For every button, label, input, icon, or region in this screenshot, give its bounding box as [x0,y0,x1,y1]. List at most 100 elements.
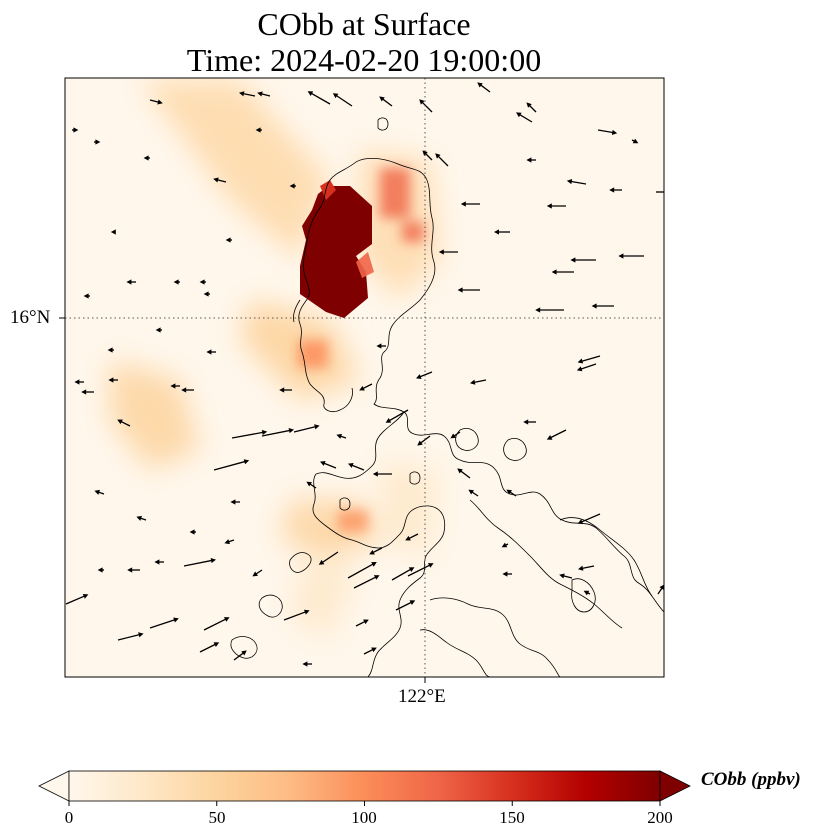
wind-arrow-shaft [350,464,365,471]
wind-arrow-head [213,177,219,183]
wind-arrow-head [460,201,466,207]
plume-south-faint [290,560,360,640]
wind-arrow-head [570,257,576,263]
wind-arrow-head [154,559,160,565]
wind-arrow-head [117,419,123,425]
wind-arrow-shaft [233,651,245,661]
wind-arrow-shaft [580,565,595,570]
colorbar-extend-min [38,770,70,802]
wind-arrow-head [578,565,584,571]
wind-arrow-head [450,433,457,439]
wind-arrow-head [577,358,584,364]
wind-arrow-shaft [569,180,587,185]
wind-arrow-head [457,287,463,293]
wind-arrow-head [288,428,294,434]
wind-arrow-head [94,489,100,495]
wind-arrow-head [126,279,132,285]
wind-arrow-head [73,127,79,133]
wind-arrow-head [371,647,377,653]
concentration-field [65,78,664,677]
wind-arrow-head [501,542,508,548]
wind-arrow-shaft [241,92,256,97]
coastline [230,117,664,677]
wind-arrow-head [203,291,209,297]
wind-arrow-head [417,440,423,446]
wind-arrow-head [566,179,573,185]
hotspot-edge-east [356,252,374,278]
wind-arrow-head [143,155,149,161]
wind-arrow-head [359,385,365,391]
wind-arrow-head [170,383,176,389]
wind-arrow-shaft [353,575,378,589]
wind-arrow-head [243,459,250,465]
wind-arrow-head [551,269,557,275]
wind-arrow-head [136,515,142,521]
wind-arrow-shaft [309,92,331,105]
wind-arrow-head [155,327,161,333]
wind-arrow-head [477,82,483,88]
wind-arrow-head [224,539,230,545]
wind-arrow-head [611,129,618,135]
wind-arrow-shaft [391,568,413,581]
wind-arrow-head [289,183,295,189]
wind-arrow-head [546,203,552,209]
wind-arrow-head [371,562,377,567]
wind-arrow-head [526,157,532,163]
wind-arrow-head [419,99,425,105]
wind-arrow-shaft [203,617,228,631]
wind-arrow-shaft [283,610,308,621]
wind-arrow-head [83,293,89,299]
wind-arrow-head [127,567,133,573]
wind-arrow-shaft [65,594,86,605]
wind-arrow-head [422,150,428,156]
wind-arrow-head [577,519,584,525]
wind-arrow-head [372,471,378,477]
wind-arrow-head [373,575,380,580]
wind-arrow-head [213,642,220,647]
wind-arrow-head [306,481,313,487]
wind-arrow-head [385,418,392,423]
wind-arrow-head [632,138,639,144]
wind-arrow-head [210,558,216,564]
colorbar-label: CObb (ppbv) [701,769,801,790]
wind-arrow-shaft [231,431,265,439]
wind-arrow-shaft [199,643,217,653]
colorbar-tick-label: 50 [208,808,226,827]
wind-arrow-shaft [322,462,337,469]
colorbar-tick-label: 0 [64,808,74,827]
wind-arrow-head [173,617,179,623]
wind-arrow-shaft [387,409,409,422]
wind-arrow-shaft [420,100,433,113]
wind-arrow-head [408,567,415,572]
wind-arrow-head [348,463,354,468]
wind-arrow-shaft [580,513,601,524]
wind-arrow-shaft [395,601,413,611]
lat-tick-label: 16°N [10,307,51,328]
wind-arrow-shaft [436,154,449,167]
wind-arrow-head [516,112,522,118]
wind-arrow-head [107,347,113,353]
wind-arrow-head [409,600,416,605]
wind-arrow-head [405,535,411,541]
wind-arrow-head [320,461,326,466]
wind-arrow-head [526,102,532,108]
wind-arrow-head [506,489,513,495]
colorbar-tick-label: 150 [499,808,525,827]
wind-arrow-head [261,429,268,436]
wind-arrow-shaft [183,559,214,567]
wind-arrow-head [332,93,339,99]
wind-arrow-head [173,279,179,285]
plume-north [140,80,330,260]
wind-arrow-head [609,187,615,193]
wind-arrow-shaft [579,363,597,371]
wind-arrow-shaft [479,83,491,93]
wind-arrow-head [307,91,314,96]
source-north-east [380,168,410,218]
source-east [402,222,424,242]
wind-arrow-head [108,377,114,383]
wind-arrow-head [468,489,475,495]
source-layer [298,168,424,532]
wind-arrow-shaft [407,563,432,577]
map-title: CObb at Surface [257,6,471,42]
